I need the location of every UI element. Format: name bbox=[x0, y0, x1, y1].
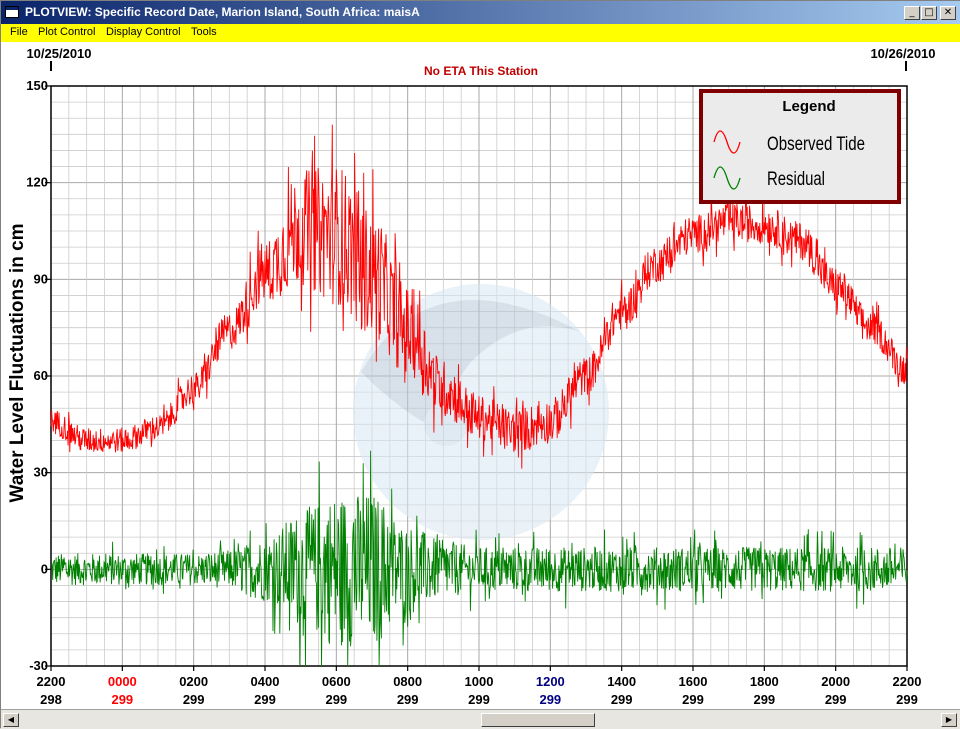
x-tick-time-label: 0600 bbox=[322, 674, 351, 689]
maximize-button[interactable]: □ bbox=[921, 6, 937, 20]
y-tick-label: 120 bbox=[26, 175, 48, 190]
menu-tools[interactable]: Tools bbox=[191, 26, 217, 38]
series-layer bbox=[50, 124, 908, 667]
legend-box bbox=[703, 93, 897, 200]
x-tick-day-label: 299 bbox=[254, 692, 276, 707]
x-tick-time-label: 1600 bbox=[679, 674, 708, 689]
menu-display-control[interactable]: Display Control bbox=[106, 26, 181, 38]
x-tick-time-label: 2200 bbox=[37, 674, 66, 689]
x-tick-time-label: 2000 bbox=[821, 674, 850, 689]
x-tick-time-label: 1800 bbox=[750, 674, 779, 689]
y-tick-label: 60 bbox=[34, 368, 48, 383]
x-axis: 2200 298 0000 299 0200 299 0400 299 0600 299 0800 2… bbox=[37, 666, 922, 707]
plot-area: 10/25/2010 10/26/2010 No ETA This Statio… bbox=[1, 42, 960, 709]
x-tick-day-label: 298 bbox=[40, 692, 62, 707]
minimize-button[interactable]: _ bbox=[904, 6, 920, 20]
y-axis-title: Water Level Fluctuations in cm bbox=[7, 223, 28, 502]
legend-observed-label: Observed Tide bbox=[767, 134, 865, 155]
y-tick-label: 90 bbox=[34, 271, 48, 286]
x-tick-day-label: 299 bbox=[682, 692, 704, 707]
legend-observed-swatch bbox=[713, 130, 741, 154]
menu-bar: File Plot Control Display Control Tools bbox=[1, 24, 960, 42]
x-tick-time-label: 1200 bbox=[536, 674, 565, 689]
x-tick-day-label: 299 bbox=[397, 692, 419, 707]
x-tick-day-label: 299 bbox=[111, 692, 133, 707]
menu-file[interactable]: File bbox=[10, 26, 28, 38]
x-tick-time-label: 0200 bbox=[179, 674, 208, 689]
x-tick-day-label: 299 bbox=[468, 692, 490, 707]
x-tick-day-label: 299 bbox=[325, 692, 347, 707]
y-axis: -30 0 30 60 90 120 150 bbox=[26, 78, 51, 673]
x-tick-time-label: 1000 bbox=[465, 674, 494, 689]
x-tick-day-label: 299 bbox=[611, 692, 633, 707]
x-tick-day-label: 299 bbox=[539, 692, 561, 707]
x-tick-time-label: 0800 bbox=[393, 674, 422, 689]
y-tick-label: -30 bbox=[29, 658, 48, 673]
legend-residual-label: Residual bbox=[767, 169, 825, 190]
scroll-thumb[interactable] bbox=[481, 713, 595, 727]
title-bar[interactable]: PLOTVIEW: Specific Record Date, Marion I… bbox=[1, 1, 960, 24]
x-tick-time-label: 2200 bbox=[893, 674, 922, 689]
tide-chart: 10/25/2010 10/26/2010 No ETA This Statio… bbox=[7, 46, 936, 707]
horizontal-scrollbar[interactable]: ◀ ▶ bbox=[1, 709, 960, 729]
end-date: 10/26/2010 bbox=[870, 46, 935, 61]
legend: Legend Observed Tide Residual bbox=[699, 89, 901, 204]
y-tick-label: 30 bbox=[34, 465, 48, 480]
window-title: PLOTVIEW: Specific Record Date, Marion I… bbox=[25, 5, 420, 19]
x-tick-day-label: 299 bbox=[896, 692, 918, 707]
x-tick-time-label: 1400 bbox=[607, 674, 636, 689]
x-tick-day-label: 299 bbox=[183, 692, 205, 707]
legend-title: Legend bbox=[782, 98, 835, 115]
legend-residual-swatch bbox=[713, 166, 741, 190]
residual-series-line bbox=[50, 450, 908, 667]
window-icon bbox=[5, 6, 19, 18]
x-tick-time-label: 0000 bbox=[108, 674, 137, 689]
x-tick-day-label: 299 bbox=[825, 692, 847, 707]
y-tick-label: 150 bbox=[26, 78, 48, 93]
x-tick-day-label: 299 bbox=[753, 692, 775, 707]
menu-plot-control[interactable]: Plot Control bbox=[38, 26, 96, 38]
observed-tide-series-line bbox=[50, 124, 908, 469]
scroll-left-icon[interactable]: ◀ bbox=[3, 713, 19, 727]
y-tick-label: 0 bbox=[41, 561, 48, 576]
scroll-right-icon[interactable]: ▶ bbox=[941, 713, 957, 727]
start-date: 10/25/2010 bbox=[26, 46, 91, 61]
x-tick-time-label: 0400 bbox=[251, 674, 280, 689]
eta-status: No ETA This Station bbox=[424, 64, 538, 78]
close-button[interactable]: ✕ bbox=[940, 6, 956, 20]
